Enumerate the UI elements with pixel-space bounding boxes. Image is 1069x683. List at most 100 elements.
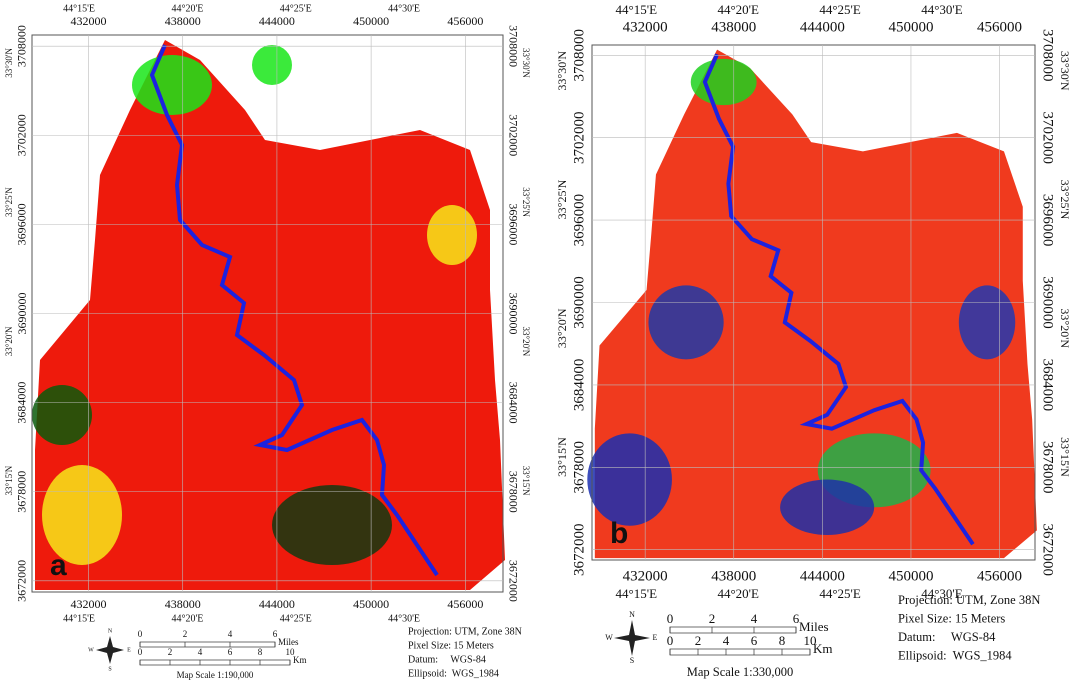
scale-bar [140, 660, 290, 665]
map-info: Datum: WGS-84 [408, 654, 486, 665]
longitude-label: 44°20'E [717, 2, 759, 17]
easting-label: 456000 [447, 14, 483, 28]
land-cover-patch [272, 485, 392, 565]
longitude-label: 44°30'E [388, 3, 420, 14]
northing-label: 3702000 [1039, 111, 1055, 164]
land-cover-patch [252, 45, 292, 85]
northing-label: 3702000 [15, 114, 29, 156]
longitude-label: 44°20'E [171, 3, 203, 14]
scale-label: 0 [138, 629, 143, 639]
latitude-label: 33°20'N [1058, 308, 1069, 348]
longitude-label: 44°15'E [63, 3, 95, 14]
map-info: Pixel Size: 15 Meters [408, 640, 494, 651]
longitude-label: 44°15'E [616, 2, 658, 17]
scale-label: 6 [228, 647, 233, 657]
easting-label: 450000 [888, 568, 933, 584]
northing-label: 3690000 [15, 293, 29, 335]
latitude-label: 33°15'N [521, 466, 531, 496]
northing-label: 3690000 [506, 293, 520, 335]
northing-label: 3708000 [1039, 29, 1055, 82]
northing-label: 3672000 [15, 560, 29, 602]
body: 4320004320004380004380004440004440004500… [0, 0, 1069, 683]
longitude-label: 44°25'E [819, 2, 861, 17]
scale-label: 6 [273, 629, 278, 639]
scale-label: 4 [198, 647, 203, 657]
longitude-label: 44°30'E [388, 613, 420, 624]
scale-label: 4 [751, 611, 758, 626]
scale-label: 0 [667, 611, 674, 626]
easting-label: 450000 [353, 597, 389, 611]
northing-label: 3672000 [1039, 523, 1055, 576]
longitude-label: 44°20'E [171, 613, 203, 624]
northing-label: 3702000 [506, 114, 520, 156]
northing-label: 3696000 [1039, 194, 1055, 247]
scale-label: 8 [779, 633, 786, 648]
scale-label: 0 [667, 633, 674, 648]
compass-letter: N [108, 628, 113, 634]
map-scale: Map Scale 1:190,000 [177, 670, 254, 680]
land-cover-patch [648, 285, 723, 359]
northing-label: 3684000 [572, 359, 588, 412]
easting-label: 432000 [71, 597, 107, 611]
northing-label: 3702000 [572, 111, 588, 164]
scale-label: 2 [168, 647, 173, 657]
compass-letter: W [88, 647, 94, 653]
scale-unit: Miles [278, 637, 299, 647]
latitude-label: 33°15'N [1058, 437, 1069, 477]
northing-label: 3696000 [15, 203, 29, 245]
map-panel: 4320004320004380004380004440004440004500… [555, 2, 1069, 679]
land-cover-patch [780, 480, 874, 535]
scale-label: 4 [723, 633, 730, 648]
scale-label: 6 [751, 633, 758, 648]
land-cover-patch [427, 205, 477, 265]
compass-rose [614, 620, 650, 656]
northing-label: 3678000 [506, 471, 520, 513]
latitude-label: 33°20'N [521, 326, 531, 356]
northing-label: 3678000 [572, 441, 588, 494]
land-cover-patch [959, 285, 1015, 359]
scale-label: 2 [695, 633, 702, 648]
latitude-label: 33°30'N [555, 51, 569, 91]
easting-label: 444000 [259, 597, 295, 611]
figure: 4320004320004380004380004440004440004500… [0, 0, 1069, 683]
latitude-label: 33°20'N [555, 308, 569, 348]
easting-label: 444000 [259, 14, 295, 28]
scale-label: 8 [258, 647, 263, 657]
easting-label: 438000 [711, 20, 756, 36]
northing-label: 3684000 [15, 382, 29, 424]
northing-label: 3708000 [572, 29, 588, 82]
northing-label: 3672000 [572, 523, 588, 576]
scale-unit: Km [813, 641, 833, 656]
easting-label: 450000 [888, 20, 933, 36]
compass-letter: S [108, 666, 111, 672]
compass-rose [96, 636, 124, 664]
easting-label: 432000 [623, 568, 668, 584]
longitude-label: 44°20'E [717, 586, 759, 601]
map-info: Projection: UTM, Zone 38N [408, 626, 522, 637]
scale-bar [670, 649, 810, 655]
longitude-label: 44°15'E [616, 586, 658, 601]
scale-bar [670, 627, 796, 633]
latitude-label: 33°30'N [1058, 51, 1069, 91]
easting-label: 438000 [711, 568, 756, 584]
longitude-label: 44°30'E [921, 2, 963, 17]
scale-bar [140, 642, 275, 647]
northing-label: 3690000 [1039, 276, 1055, 329]
land-cover-patch [132, 55, 212, 115]
panel-label: b [610, 517, 628, 550]
latitude-label: 33°15'N [4, 465, 14, 495]
latitude-label: 33°15'N [555, 437, 569, 477]
easting-label: 444000 [800, 20, 845, 36]
northing-label: 3684000 [1039, 359, 1055, 412]
northing-label: 3684000 [506, 382, 520, 424]
scale-unit: Miles [799, 619, 829, 634]
land-cover-patch [587, 433, 672, 525]
compass-letter: E [127, 647, 131, 653]
land-cover-patch [32, 385, 92, 445]
latitude-label: 33°25'N [555, 179, 569, 219]
scale-label: 4 [228, 629, 233, 639]
map-info: Projection: UTM, Zone 38N [898, 593, 1040, 607]
longitude-label: 44°15'E [63, 613, 95, 624]
northing-label: 3678000 [1039, 441, 1055, 494]
easting-label: 432000 [71, 14, 107, 28]
